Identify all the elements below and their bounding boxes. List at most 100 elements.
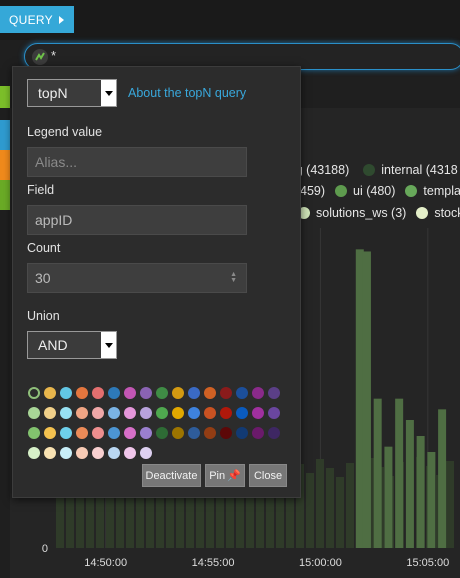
legend-row-2: 459) ui (480) templati [300, 184, 460, 198]
color-swatch[interactable] [28, 427, 40, 439]
color-swatch[interactable] [44, 387, 56, 399]
data-bar[interactable] [373, 398, 382, 548]
legend-dot [335, 185, 348, 197]
union-select[interactable]: AND [27, 331, 117, 359]
color-swatch[interactable] [156, 387, 168, 399]
query-button-label: QUERY [9, 12, 53, 27]
data-bar[interactable] [355, 249, 364, 549]
data-bar[interactable] [384, 446, 393, 548]
background-bar [446, 461, 454, 548]
color-swatch[interactable] [220, 407, 232, 419]
color-swatch[interactable] [108, 407, 120, 419]
color-swatch[interactable] [268, 387, 280, 399]
color-swatch[interactable] [28, 407, 40, 419]
data-bar[interactable] [427, 452, 436, 548]
color-swatch[interactable] [236, 407, 248, 419]
color-swatch[interactable] [92, 407, 104, 419]
color-swatch[interactable] [252, 407, 264, 419]
deactivate-button[interactable]: Deactivate [142, 464, 201, 487]
color-swatch[interactable] [172, 387, 184, 399]
color-swatch[interactable] [60, 447, 72, 459]
color-swatch[interactable] [44, 407, 56, 419]
union-label: Union [27, 309, 60, 323]
color-swatch[interactable] [124, 387, 136, 399]
color-swatch[interactable] [268, 407, 280, 419]
legend-dot [363, 164, 376, 176]
data-bar[interactable] [438, 409, 447, 548]
color-swatch[interactable] [204, 387, 216, 399]
data-bar[interactable] [395, 398, 404, 548]
union-select-value: AND [38, 337, 68, 353]
color-swatch[interactable] [124, 447, 136, 459]
color-swatch[interactable] [28, 387, 40, 399]
color-swatch[interactable] [108, 427, 120, 439]
color-swatch[interactable] [172, 407, 184, 419]
color-swatch[interactable] [140, 427, 152, 439]
field-input[interactable]: appID [27, 205, 247, 235]
color-swatch[interactable] [140, 407, 152, 419]
color-swatch[interactable] [92, 447, 104, 459]
color-swatch[interactable] [172, 427, 184, 439]
color-swatch[interactable] [108, 387, 120, 399]
color-swatch[interactable] [44, 427, 56, 439]
color-swatch[interactable] [140, 387, 152, 399]
color-swatch[interactable] [76, 407, 88, 419]
data-bar[interactable] [362, 251, 371, 548]
color-swatch[interactable] [76, 447, 88, 459]
spinner-icon[interactable]: ▲ ▼ [230, 271, 237, 284]
color-swatch[interactable] [252, 387, 264, 399]
color-swatch[interactable] [60, 427, 72, 439]
about-topn-link[interactable]: About the topN query [128, 86, 247, 100]
color-swatch[interactable] [188, 407, 200, 419]
background-bar [246, 465, 254, 548]
color-swatch[interactable] [220, 387, 232, 399]
color-swatch[interactable] [156, 427, 168, 439]
background-bar [346, 463, 354, 548]
color-swatch[interactable] [220, 427, 232, 439]
color-swatch[interactable] [140, 447, 152, 459]
color-swatch[interactable] [44, 447, 56, 459]
data-bar[interactable] [416, 436, 425, 548]
color-swatch[interactable] [236, 427, 248, 439]
color-swatch[interactable] [124, 427, 136, 439]
background-bar [146, 467, 154, 548]
count-stepper[interactable]: 30 ▲ ▼ [27, 263, 247, 293]
legend-entry-label: templati [423, 184, 460, 198]
pin-label: Pin [209, 469, 226, 482]
color-swatch[interactable] [236, 387, 248, 399]
query-input[interactable]: * [24, 43, 460, 70]
function-select[interactable]: topN [27, 79, 117, 107]
color-swatch[interactable] [76, 427, 88, 439]
background-bar [206, 475, 214, 548]
color-swatch[interactable] [76, 387, 88, 399]
query-button[interactable]: QUERY [0, 6, 74, 33]
color-swatch[interactable] [28, 447, 40, 459]
color-swatch[interactable] [188, 427, 200, 439]
legend-entry-label: ing (43188) [286, 163, 350, 177]
query-type-icon[interactable] [32, 49, 48, 65]
background-bar [56, 478, 64, 548]
background-bar [296, 464, 304, 548]
pin-button[interactable]: Pin 📌 [205, 464, 245, 487]
color-swatch[interactable] [92, 427, 104, 439]
color-swatch[interactable] [92, 387, 104, 399]
data-bar[interactable] [405, 420, 414, 548]
side-marker-orange [0, 150, 10, 180]
side-marker-green [0, 86, 10, 108]
color-swatch[interactable] [252, 427, 264, 439]
color-swatch[interactable] [60, 407, 72, 419]
background-bar [156, 476, 164, 548]
chevron-down-icon [101, 80, 116, 106]
color-swatch[interactable] [204, 407, 216, 419]
alias-input[interactable]: Alias... [27, 147, 247, 177]
color-swatch[interactable] [204, 427, 216, 439]
color-swatch[interactable] [188, 387, 200, 399]
color-swatch[interactable] [156, 407, 168, 419]
color-swatch[interactable] [268, 427, 280, 439]
color-swatch[interactable] [60, 387, 72, 399]
color-swatch[interactable] [124, 407, 136, 419]
count-value: 30 [35, 270, 51, 286]
background-bar [176, 471, 184, 548]
close-button[interactable]: Close [249, 464, 287, 487]
color-swatch[interactable] [108, 447, 120, 459]
